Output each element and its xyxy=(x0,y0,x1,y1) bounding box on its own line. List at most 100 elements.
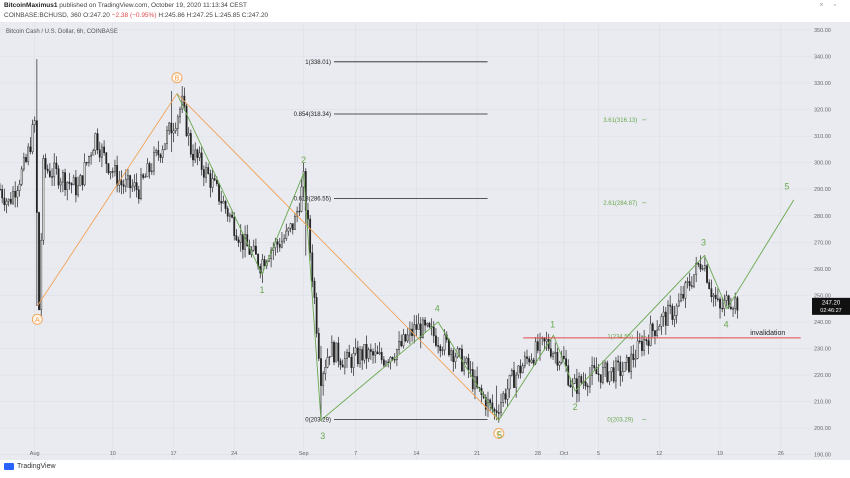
candle-body xyxy=(424,319,426,326)
candle-body xyxy=(294,216,296,230)
candle-body xyxy=(658,326,661,331)
candle-body xyxy=(341,364,344,368)
candle-body xyxy=(395,349,398,361)
candle-body xyxy=(504,393,507,400)
candle-body xyxy=(380,352,383,361)
candle-body xyxy=(64,172,66,191)
fib-level-label: 0.618(286.55) xyxy=(294,197,331,203)
candle-body xyxy=(7,198,10,202)
orange-wave-label: C xyxy=(496,431,501,438)
candle-body xyxy=(38,212,40,310)
candle-body xyxy=(116,165,119,186)
candle-body xyxy=(281,240,283,248)
candle-body xyxy=(710,288,713,298)
candle-body xyxy=(233,217,236,236)
candle-body xyxy=(322,373,325,386)
candle-body xyxy=(465,357,468,364)
green-wave-label: 5 xyxy=(497,430,502,440)
candle-body xyxy=(493,409,496,412)
x-tick-label: 28 xyxy=(535,451,541,457)
candle-body xyxy=(734,297,737,309)
y-tick-label: 270.00 xyxy=(814,240,831,246)
green-wave-label: 3 xyxy=(320,431,325,441)
candle-body xyxy=(248,245,251,255)
candle-body xyxy=(519,365,522,374)
x-tick-label: 21 xyxy=(474,451,480,457)
candle-body xyxy=(361,349,364,361)
candle-body xyxy=(109,171,112,174)
candle-body xyxy=(129,175,132,189)
candle-body xyxy=(103,146,106,154)
window-buttons[interactable]: × ▫ xyxy=(819,2,840,9)
candle-body xyxy=(291,223,294,230)
y-tick-label: 210.00 xyxy=(814,400,831,406)
candle-body xyxy=(242,234,244,250)
ohlc-open: O:247.20 xyxy=(83,12,110,19)
candle-body xyxy=(387,361,390,363)
candle-body xyxy=(235,235,238,241)
candle-body xyxy=(489,399,492,404)
candle-body xyxy=(1,189,4,199)
candle-body xyxy=(552,353,554,357)
candle-body xyxy=(714,294,717,300)
candle-body xyxy=(159,154,162,158)
candle-body xyxy=(153,152,155,172)
candle-body xyxy=(207,167,210,174)
candle-body xyxy=(703,265,706,269)
candle-body xyxy=(211,178,214,188)
candle-body xyxy=(500,402,502,414)
green-wave-label: 1 xyxy=(550,320,555,330)
invalidation-label: invalidation xyxy=(750,330,785,337)
candle-body xyxy=(174,127,177,132)
candle-body xyxy=(202,169,205,178)
x-tick-label: 10 xyxy=(110,451,116,457)
candle-body xyxy=(90,154,92,157)
candle-body xyxy=(506,388,509,400)
candle-body xyxy=(187,133,190,136)
candle-body xyxy=(42,158,45,241)
candle-body xyxy=(417,323,420,330)
candle-body xyxy=(205,167,207,178)
candle-body xyxy=(458,348,461,350)
y-tick-label: 240.00 xyxy=(814,320,831,326)
fib-extension-label: 0(203.29) xyxy=(607,418,633,424)
candle-body xyxy=(467,357,470,370)
candle-body xyxy=(150,170,153,173)
x-tick-label: 26 xyxy=(778,451,784,457)
candle-body xyxy=(688,281,691,286)
candle-body xyxy=(701,268,704,270)
tradingview-logo[interactable]: TradingView xyxy=(4,463,56,470)
candle-body xyxy=(725,295,728,301)
candle-body xyxy=(686,281,689,284)
candle-body xyxy=(200,152,203,170)
candle-body xyxy=(12,191,14,204)
author-name[interactable]: BitcoinMaximus1 xyxy=(4,2,58,9)
candle-body xyxy=(16,190,19,198)
candle-body xyxy=(157,150,160,156)
x-tick-label: 5 xyxy=(597,451,600,457)
candle-body xyxy=(131,185,134,189)
candle-body xyxy=(597,373,600,375)
candle-body xyxy=(0,188,1,191)
candle-body xyxy=(124,178,127,187)
candle-body xyxy=(215,179,218,184)
y-tick-label: 300.00 xyxy=(814,161,831,167)
candle-body xyxy=(320,358,322,386)
candle-body xyxy=(101,146,103,158)
candle-body xyxy=(443,334,446,351)
candle-body xyxy=(285,230,288,240)
green-wave-label: 2 xyxy=(573,402,578,412)
candle-body xyxy=(625,356,628,363)
candle-body xyxy=(556,351,559,366)
plot-background xyxy=(0,22,812,460)
candle-body xyxy=(706,265,708,283)
candle-body xyxy=(144,176,147,178)
price-change: −2.38 (−0.95%) xyxy=(111,12,157,19)
candle-body xyxy=(55,162,58,169)
tradingview-brand: TradingView xyxy=(17,463,56,470)
price-chart[interactable]: 1(338.01) 0.854(318.34) 0.618(286.55) 0(203… xyxy=(0,22,850,460)
candle-body xyxy=(328,356,331,358)
candle-body xyxy=(573,378,576,384)
candle-body xyxy=(192,153,194,161)
candle-body xyxy=(127,175,129,180)
